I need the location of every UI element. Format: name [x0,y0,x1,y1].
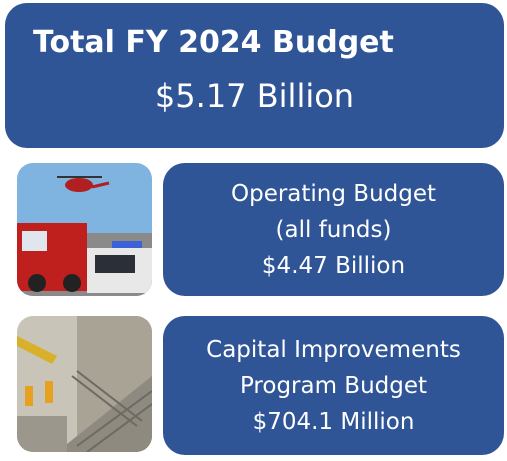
label-line: Capital Improvements [206,332,461,368]
total-budget-panel: Total FY 2024 Budget $5.17 Billion [5,3,504,148]
amount: $4.47 Billion [262,248,405,284]
amount: $704.1 Million [253,404,415,440]
page: Total FY 2024 Budget $5.17 Billion Opera… [0,0,507,461]
label-line: (all funds) [276,212,392,248]
total-amount: $5.17 Billion [5,77,504,115]
operating-budget-panel: Operating Budget (all funds) $4.47 Billi… [163,163,504,296]
label-line: Operating Budget [231,176,436,212]
construction-photo [17,316,152,452]
fire-truck-photo [17,163,152,296]
title: Total FY 2024 Budget [33,25,394,60]
capital-budget-panel: Capital Improvements Program Budget $704… [163,316,504,455]
label-line: Program Budget [240,368,427,404]
